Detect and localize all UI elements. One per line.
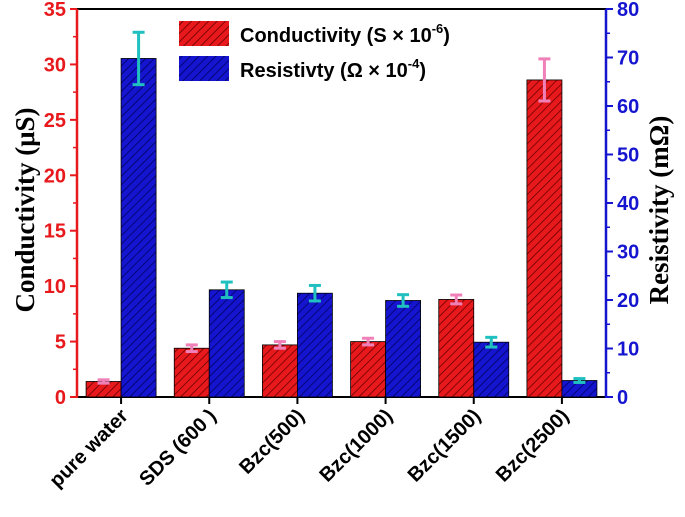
left-tick-label: 5 (55, 332, 66, 354)
left-tick-label: 0 (55, 387, 66, 409)
legend-swatch-conductivity (179, 21, 229, 46)
right-tick-label: 0 (617, 387, 628, 409)
right-tick-label: 20 (617, 290, 639, 312)
x-tick-label: SDS (600 ) (135, 405, 221, 491)
bar-resistivity (473, 341, 510, 398)
left-tick-label: 25 (44, 110, 66, 132)
legend: Conductivity (S × 10-6) Resistivty (Ω × … (179, 21, 450, 82)
bar-conductivity (350, 341, 386, 398)
right-tick-label: 50 (617, 145, 639, 167)
bar-resistivity (208, 289, 245, 398)
bar-resistivity (297, 292, 333, 398)
bar-conductivity (173, 347, 210, 398)
left-tick-label: 15 (44, 221, 66, 243)
left-tick-label: 30 (44, 54, 66, 76)
bar-conductivity (526, 79, 563, 398)
x-tick-label: Bzc(2500) (492, 405, 574, 487)
right-axis: 0 10 20 30 40 50 60 70 80 (606, 0, 639, 409)
x-tick-label: Bzc(1500) (404, 405, 486, 487)
legend-label-conductivity: Conductivity (S × 10-6) (240, 21, 450, 47)
x-tick-label: pure water (46, 405, 133, 492)
left-tick-label: 35 (44, 0, 66, 21)
bar-resistivity (120, 58, 157, 398)
right-axis-label: Resistivity (mΩ) (644, 116, 674, 305)
right-tick-label: 80 (617, 0, 639, 21)
x-tick-label: Bzc(1000) (316, 405, 398, 487)
left-tick-label: 10 (44, 276, 66, 298)
bar-resistivity (385, 300, 421, 398)
right-tick-label: 10 (617, 339, 639, 361)
legend-swatch-resistivity (179, 56, 229, 81)
left-axis: 0 5 10 15 20 25 30 35 (44, 0, 77, 409)
bar-conductivity (438, 299, 475, 398)
x-tick-label: Bzc(500) (235, 405, 309, 479)
legend-label-resistivity: Resistivty (Ω × 10-4) (240, 56, 426, 82)
left-tick-label: 20 (44, 165, 66, 187)
left-axis-label: Conductivity (μS) (10, 107, 40, 312)
right-tick-label: 40 (617, 193, 639, 215)
x-axis: pure water SDS (600 ) Bzc(500) Bzc(1000) Bzc… (46, 397, 574, 492)
right-tick-label: 70 (617, 48, 639, 70)
bars (85, 58, 598, 398)
bar-conductivity (262, 344, 298, 398)
right-tick-label: 30 (617, 242, 639, 264)
right-tick-label: 60 (617, 96, 639, 118)
error-bars (97, 30, 586, 385)
